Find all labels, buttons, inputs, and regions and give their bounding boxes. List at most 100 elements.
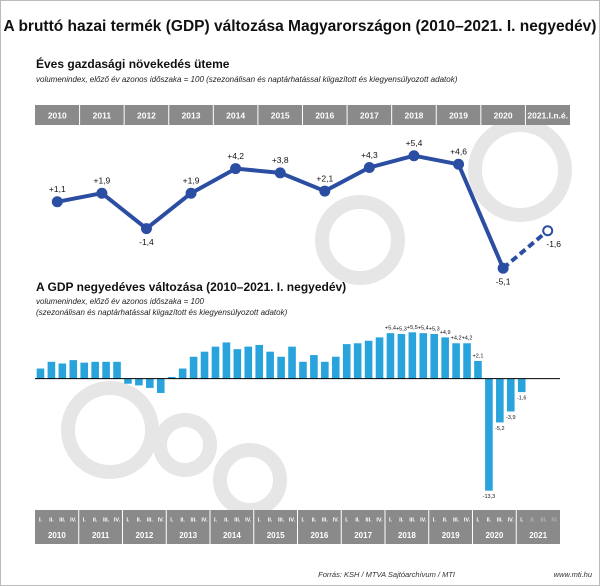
bar (375, 337, 384, 379)
point (274, 167, 286, 179)
value-label: -3,9 (506, 415, 515, 421)
x-tick-label: 2015 (271, 110, 290, 120)
x-tick-label: I. (126, 517, 130, 523)
bar (211, 346, 220, 379)
x-tick-label: III. (366, 517, 373, 523)
x-tick-label: I. (83, 517, 87, 523)
x-tick-label: I. (214, 517, 218, 523)
bar (506, 378, 515, 412)
x-tick-label: I. (476, 517, 480, 523)
bar (517, 378, 526, 393)
chart-title: A GDP negyedéves változása (2010–2021. I… (36, 280, 346, 294)
value-label: +1,1 (49, 184, 66, 194)
x-tick-label: III. (409, 517, 416, 523)
value-label: +1,9 (93, 175, 110, 185)
x-tick-label: IV. (289, 517, 296, 523)
bar (474, 360, 482, 379)
group-label: 2016 (310, 531, 328, 540)
value-label: +4,2 (227, 151, 244, 161)
chart-subtitle: volumenindex, előző év azonos időszaka =… (36, 297, 204, 306)
x-tick-label: III. (147, 517, 154, 523)
x-tick-label: III. (541, 517, 548, 523)
value-label: +4,2 (451, 336, 462, 342)
bar (135, 378, 143, 386)
value-label: +4,3 (361, 150, 378, 160)
value-label: +5,5 (407, 325, 418, 331)
website: www.mti.hu (554, 570, 593, 579)
bar (441, 337, 449, 379)
x-tick-label: I. (301, 517, 305, 523)
bar (189, 356, 198, 379)
x-tick-label: 2020 (494, 110, 513, 120)
bar (69, 360, 78, 379)
bar (419, 333, 428, 379)
x-tick-label: 2018 (404, 110, 423, 120)
group-label: 2021 (529, 531, 547, 540)
value-label: +2,1 (473, 353, 484, 359)
bar (288, 346, 296, 379)
group-label: 2017 (354, 531, 372, 540)
chart-title: Éves gazdasági növekedés üteme (36, 56, 230, 71)
chart-subtitle: (szezonálisan és naptárhatással kiigazít… (36, 308, 288, 317)
bar (146, 378, 154, 388)
x-tick-label: I. (39, 517, 43, 523)
point (497, 262, 509, 274)
bar (353, 343, 362, 379)
value-label: +4,6 (450, 147, 467, 157)
value-label: +5,3 (396, 326, 407, 332)
x-tick-label: II. (49, 517, 54, 523)
point (408, 150, 420, 162)
point (51, 196, 63, 208)
x-tick-label: I. (170, 517, 174, 523)
source: Forrás: KSH / MTVA Sajtóarchívum / MTI (318, 570, 455, 579)
bar (58, 363, 67, 379)
x-tick-label: 2017 (360, 110, 379, 120)
x-tick-label: III. (453, 517, 460, 523)
bar (244, 346, 253, 379)
value-label: +5,3 (429, 326, 440, 332)
chart-subtitle: volumenindex, előző év azonos időszaka =… (36, 75, 458, 84)
group-label: 2020 (485, 531, 503, 540)
bar (167, 376, 176, 379)
x-tick-label: IV. (114, 517, 121, 523)
x-tick-label: IV. (376, 517, 383, 523)
point (230, 163, 242, 175)
bar (485, 378, 493, 491)
group-label: 2013 (179, 531, 197, 540)
bar (310, 355, 318, 379)
x-tick-label: IV. (245, 517, 252, 523)
x-tick-label: IV. (551, 517, 558, 523)
group-label: 2012 (135, 531, 153, 540)
x-tick-label: 2010 (48, 110, 67, 120)
bar (233, 349, 242, 379)
x-tick-label: I. (258, 517, 262, 523)
point (363, 162, 375, 173)
point (96, 187, 108, 199)
bar (80, 362, 89, 379)
x-tick-label: IV. (158, 517, 165, 523)
bar (102, 361, 110, 379)
value-label: +1,9 (183, 175, 200, 185)
bar (331, 356, 340, 379)
point (453, 158, 465, 170)
value-label: -1,6 (546, 239, 561, 249)
x-tick-label: 2014 (226, 110, 245, 120)
bar (452, 343, 460, 379)
x-tick-label: II. (312, 517, 317, 523)
x-tick-label: IV. (420, 517, 427, 523)
value-label: -13,3 (483, 494, 496, 500)
x-tick-label: 2011 (93, 110, 112, 120)
group-label: 2011 (92, 531, 110, 540)
x-tick-label: IV. (70, 517, 77, 523)
group-label: 2019 (442, 531, 460, 540)
value-label: -1,4 (139, 237, 154, 247)
x-tick-label: 2019 (449, 110, 468, 120)
bar (342, 344, 351, 379)
value-label: +4,9 (440, 330, 451, 336)
bar (47, 361, 56, 379)
x-tick-label: IV. (508, 517, 515, 523)
bar (408, 332, 417, 379)
x-tick-label: II. (93, 517, 98, 523)
point (319, 185, 331, 197)
